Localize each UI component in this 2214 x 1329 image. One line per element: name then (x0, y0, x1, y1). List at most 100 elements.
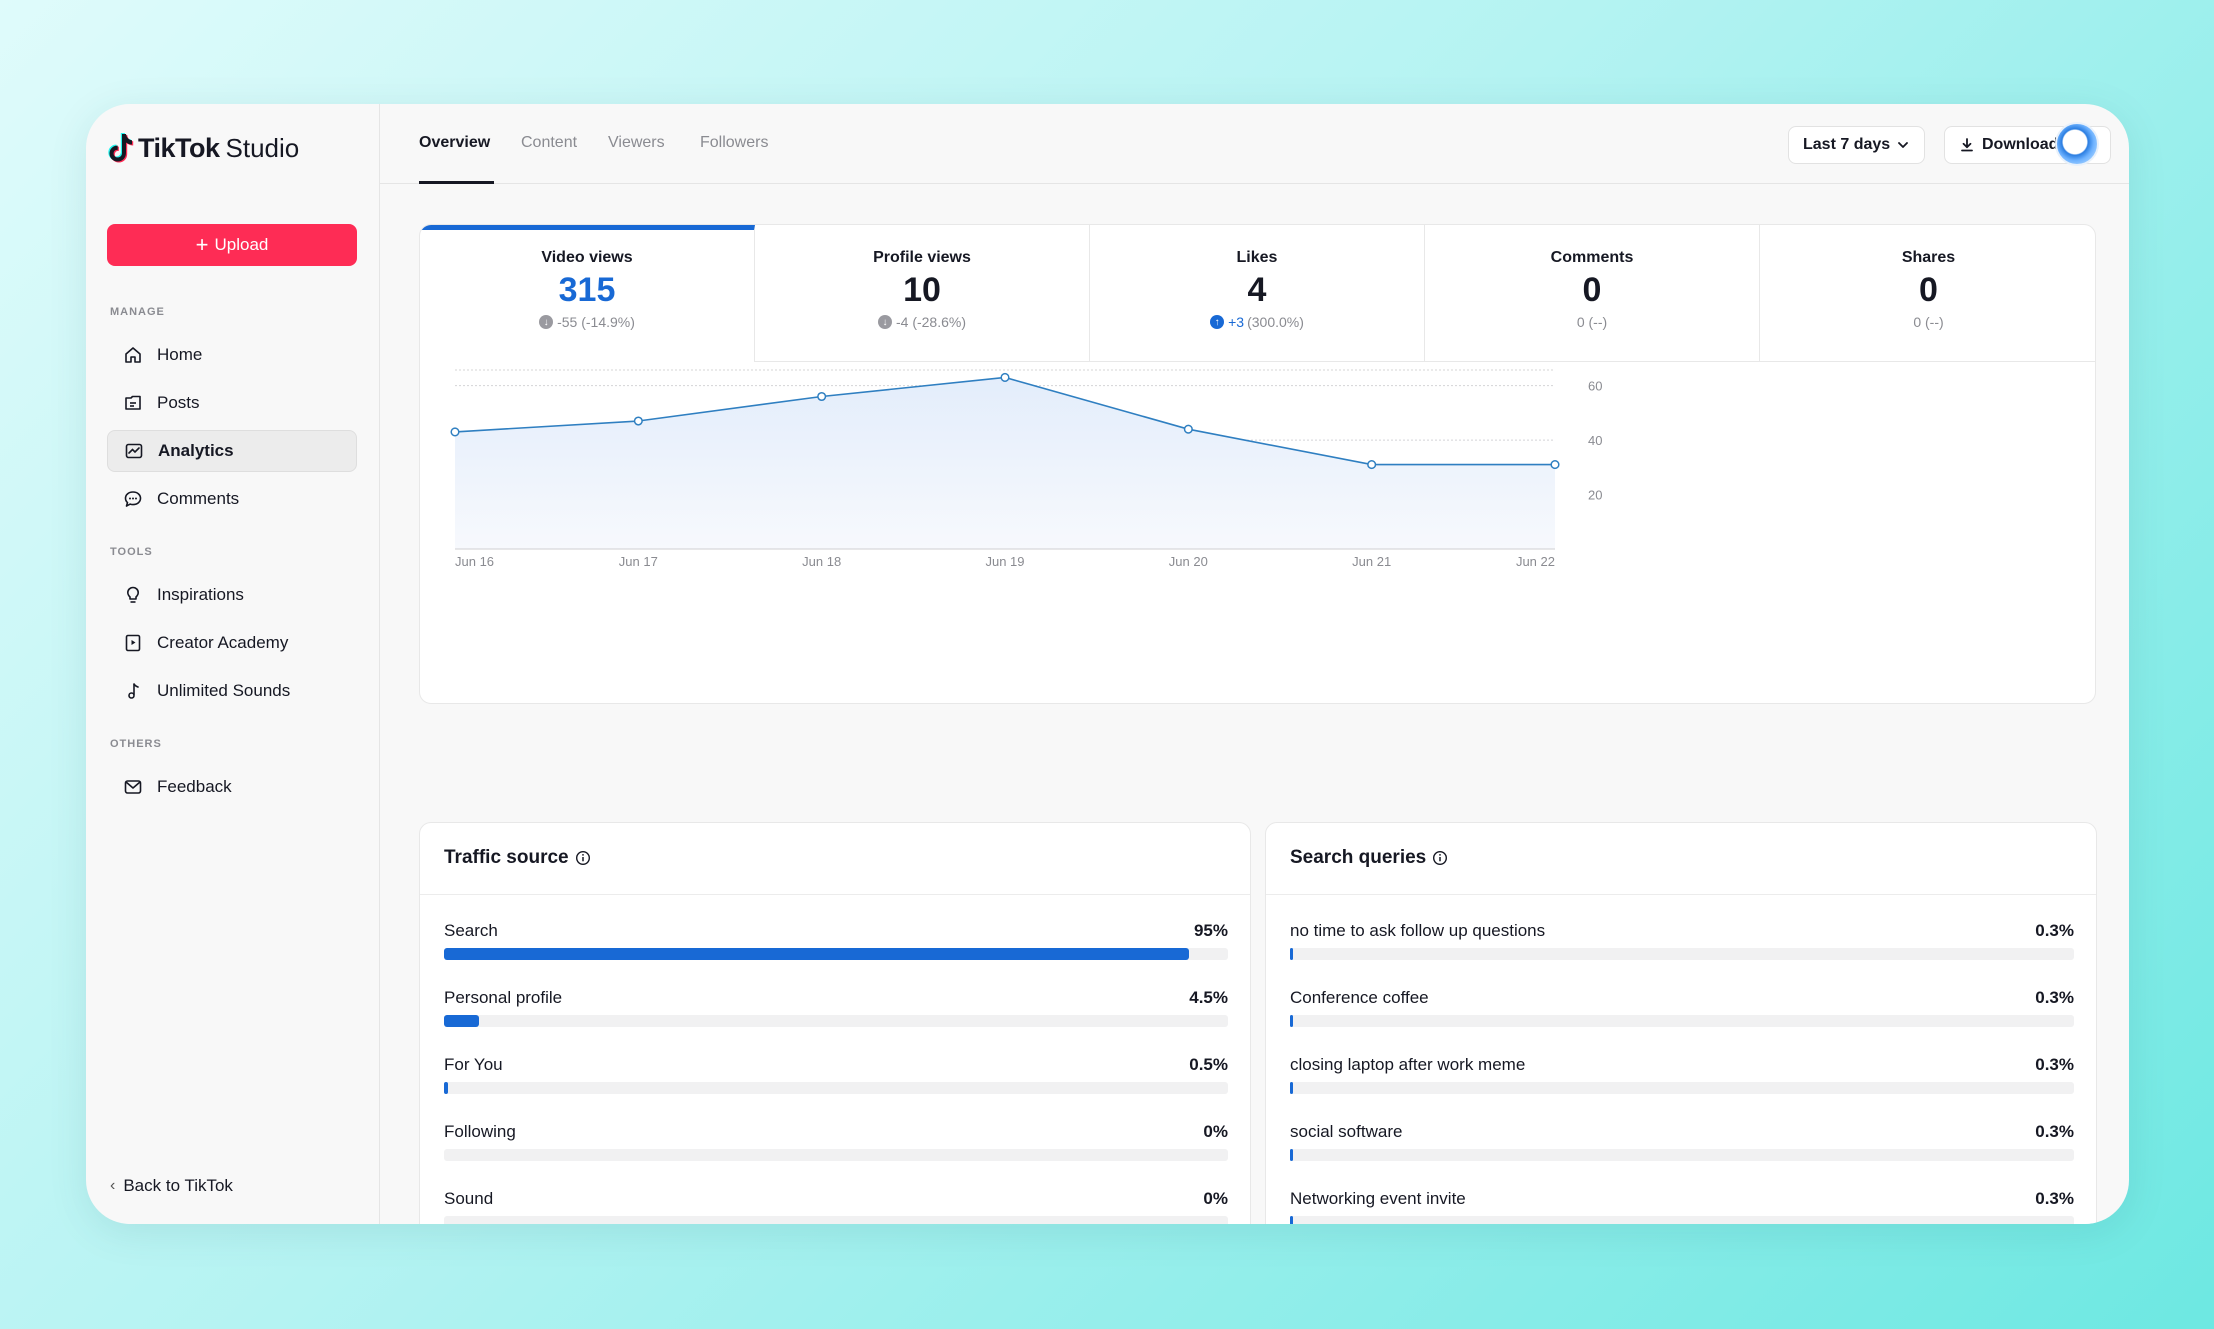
x-tick-label: Jun 21 (1352, 554, 1391, 569)
metric-delta: 0 (--) (1425, 314, 1759, 330)
x-tick-label: Jun 17 (619, 554, 658, 569)
sidebar-item-analytics[interactable]: Analytics (107, 430, 357, 472)
row-label: Sound (444, 1189, 494, 1208)
avatar[interactable] (2055, 122, 2099, 166)
date-range-select[interactable]: Last 7 days (1788, 126, 1926, 164)
row-label: closing laptop after work meme (1290, 1055, 1526, 1074)
metric-label: Comments (1550, 249, 1634, 266)
section-label-manage: MANAGE (110, 306, 165, 318)
sidebar-item-label: Feedback (157, 777, 232, 796)
back-to-tiktok-link[interactable]: ‹ Back to TikTok (110, 1176, 233, 1196)
metric-value: 4 (1247, 271, 1267, 309)
chevron-down-icon (1898, 142, 1909, 148)
x-tick-label: Jun 20 (1169, 554, 1208, 569)
metric-shares[interactable]: Shares 0 0 (--) (1760, 225, 2095, 362)
sidebar-item-feedback[interactable]: Feedback (107, 766, 357, 808)
divider (1266, 894, 2096, 895)
progress-track (444, 1082, 1228, 1094)
progress-track (1290, 948, 2074, 960)
home-icon (125, 347, 141, 363)
video-views-chart: 20 40 60 Jun 16 Jun 17 Jun 18 Jun 19 Jun 20 Jun … (450, 369, 1602, 569)
metric-likes[interactable]: Likes 4 ↑ +3 (300.0%) (1090, 225, 1425, 362)
metric-delta: ↓ -4 (-28.6%) (755, 314, 1089, 330)
y-tick-label: 60 (1588, 379, 1602, 394)
progress-track (444, 1015, 1228, 1027)
sidebar-item-label: Unlimited Sounds (157, 681, 291, 700)
sidebar-item-label: Creator Academy (157, 633, 289, 652)
list-item: Personal profile 4.5% (444, 988, 1228, 1038)
metric-delta-text: -55 (-14.9%) (557, 314, 635, 330)
progress-track (444, 948, 1228, 960)
metric-delta-positive: +3 (1228, 314, 1245, 330)
row-label: Networking event invite (1290, 1189, 1466, 1208)
x-tick-label: Jun 22 (1516, 554, 1555, 569)
row-value: 0.5% (1189, 1055, 1228, 1074)
tab-followers[interactable]: Followers (700, 134, 769, 151)
row-label: social software (1290, 1122, 1403, 1141)
list-item: Networking event invite 0.3% (1290, 1189, 2074, 1224)
row-value: 0% (1203, 1189, 1228, 1208)
chart-area-fill (455, 377, 1555, 549)
tab-viewers[interactable]: Viewers (608, 134, 665, 151)
info-icon[interactable] (1432, 850, 1448, 866)
plus-icon: + (195, 232, 209, 257)
list-item: Sound 0% (444, 1189, 1228, 1224)
metric-delta-text: 0 (--) (1576, 314, 1608, 330)
metric-label: Likes (1236, 249, 1278, 266)
sidebar-item-creator-academy[interactable]: Creator Academy (107, 622, 357, 664)
chart-data-point (450, 427, 460, 437)
sidebar-item-home[interactable]: Home (107, 334, 357, 376)
metric-value: 10 (903, 271, 941, 309)
row-value: 0% (1203, 1122, 1228, 1141)
sidebar-item-unlimited-sounds[interactable]: Unlimited Sounds (107, 670, 357, 712)
progress-fill (1290, 948, 1293, 960)
tiktok-studio-logo[interactable]: TikTok Studio (108, 128, 299, 168)
row-value: 0.3% (2035, 921, 2074, 940)
row-label: Search (444, 921, 498, 940)
app-window: TikTok Studio + Upload MANAGE Home Posts… (86, 104, 2129, 1224)
tab-overview[interactable]: Overview (419, 134, 491, 151)
row-label: Conference coffee (1290, 988, 1429, 1007)
row-value: 95% (1193, 921, 1228, 940)
metric-comments[interactable]: Comments 0 0 (--) (1425, 225, 1760, 362)
header: Overview Content Viewers Followers Last … (380, 104, 2129, 184)
logo-text-tiktok: TikTok (138, 132, 220, 163)
progress-track (444, 1149, 1228, 1161)
sidebar-item-label: Posts (157, 393, 200, 412)
sidebar-item-inspirations[interactable]: Inspirations (107, 574, 357, 616)
chart-data-point (1367, 460, 1377, 470)
x-tick-label: Jun 19 (985, 554, 1024, 569)
progress-fill (444, 1015, 480, 1027)
sidebar: TikTok Studio + Upload MANAGE Home Posts… (86, 104, 380, 1224)
tab-content[interactable]: Content (521, 134, 578, 151)
music-note-icon (128, 683, 139, 699)
progress-fill (1290, 1082, 1293, 1094)
sidebar-item-label: Home (157, 345, 203, 364)
metric-label: Video views (541, 249, 633, 266)
progress-fill (1290, 1015, 1293, 1027)
row-value: 0.3% (2035, 1189, 2074, 1208)
x-tick-label: Jun 16 (455, 554, 494, 569)
list-item: Conference coffee 0.3% (1290, 988, 2074, 1038)
metric-delta: ↑ +3 (300.0%) (1090, 314, 1424, 330)
progress-track (1290, 1149, 2074, 1161)
row-label: no time to ask follow up questions (1290, 921, 1546, 940)
section-label-tools: TOOLS (110, 546, 153, 558)
metric-delta-text: -4 (-28.6%) (895, 314, 967, 330)
sidebar-item-posts[interactable]: Posts (107, 382, 357, 424)
search-queries-title: Search queries (1290, 847, 1427, 868)
metric-video-views[interactable]: Video views 315 ↓ -55 (-14.9%) (420, 225, 755, 362)
list-item: social software 0.3% (1290, 1122, 2074, 1172)
panel-title: Traffic source (444, 847, 591, 869)
info-icon[interactable] (575, 850, 591, 866)
divider (420, 894, 1250, 895)
upload-button[interactable]: + Upload (107, 224, 357, 266)
y-tick-label: 20 (1588, 488, 1602, 503)
metric-profile-views[interactable]: Profile views 10 ↓ -4 (-28.6%) (755, 225, 1090, 362)
comments-icon (124, 491, 142, 507)
academy-icon (125, 634, 141, 652)
row-value: 0.3% (2035, 988, 2074, 1007)
sidebar-item-comments[interactable]: Comments (107, 478, 357, 520)
back-label: Back to TikTok (123, 1176, 233, 1195)
metric-value: 0 (1919, 271, 1938, 309)
